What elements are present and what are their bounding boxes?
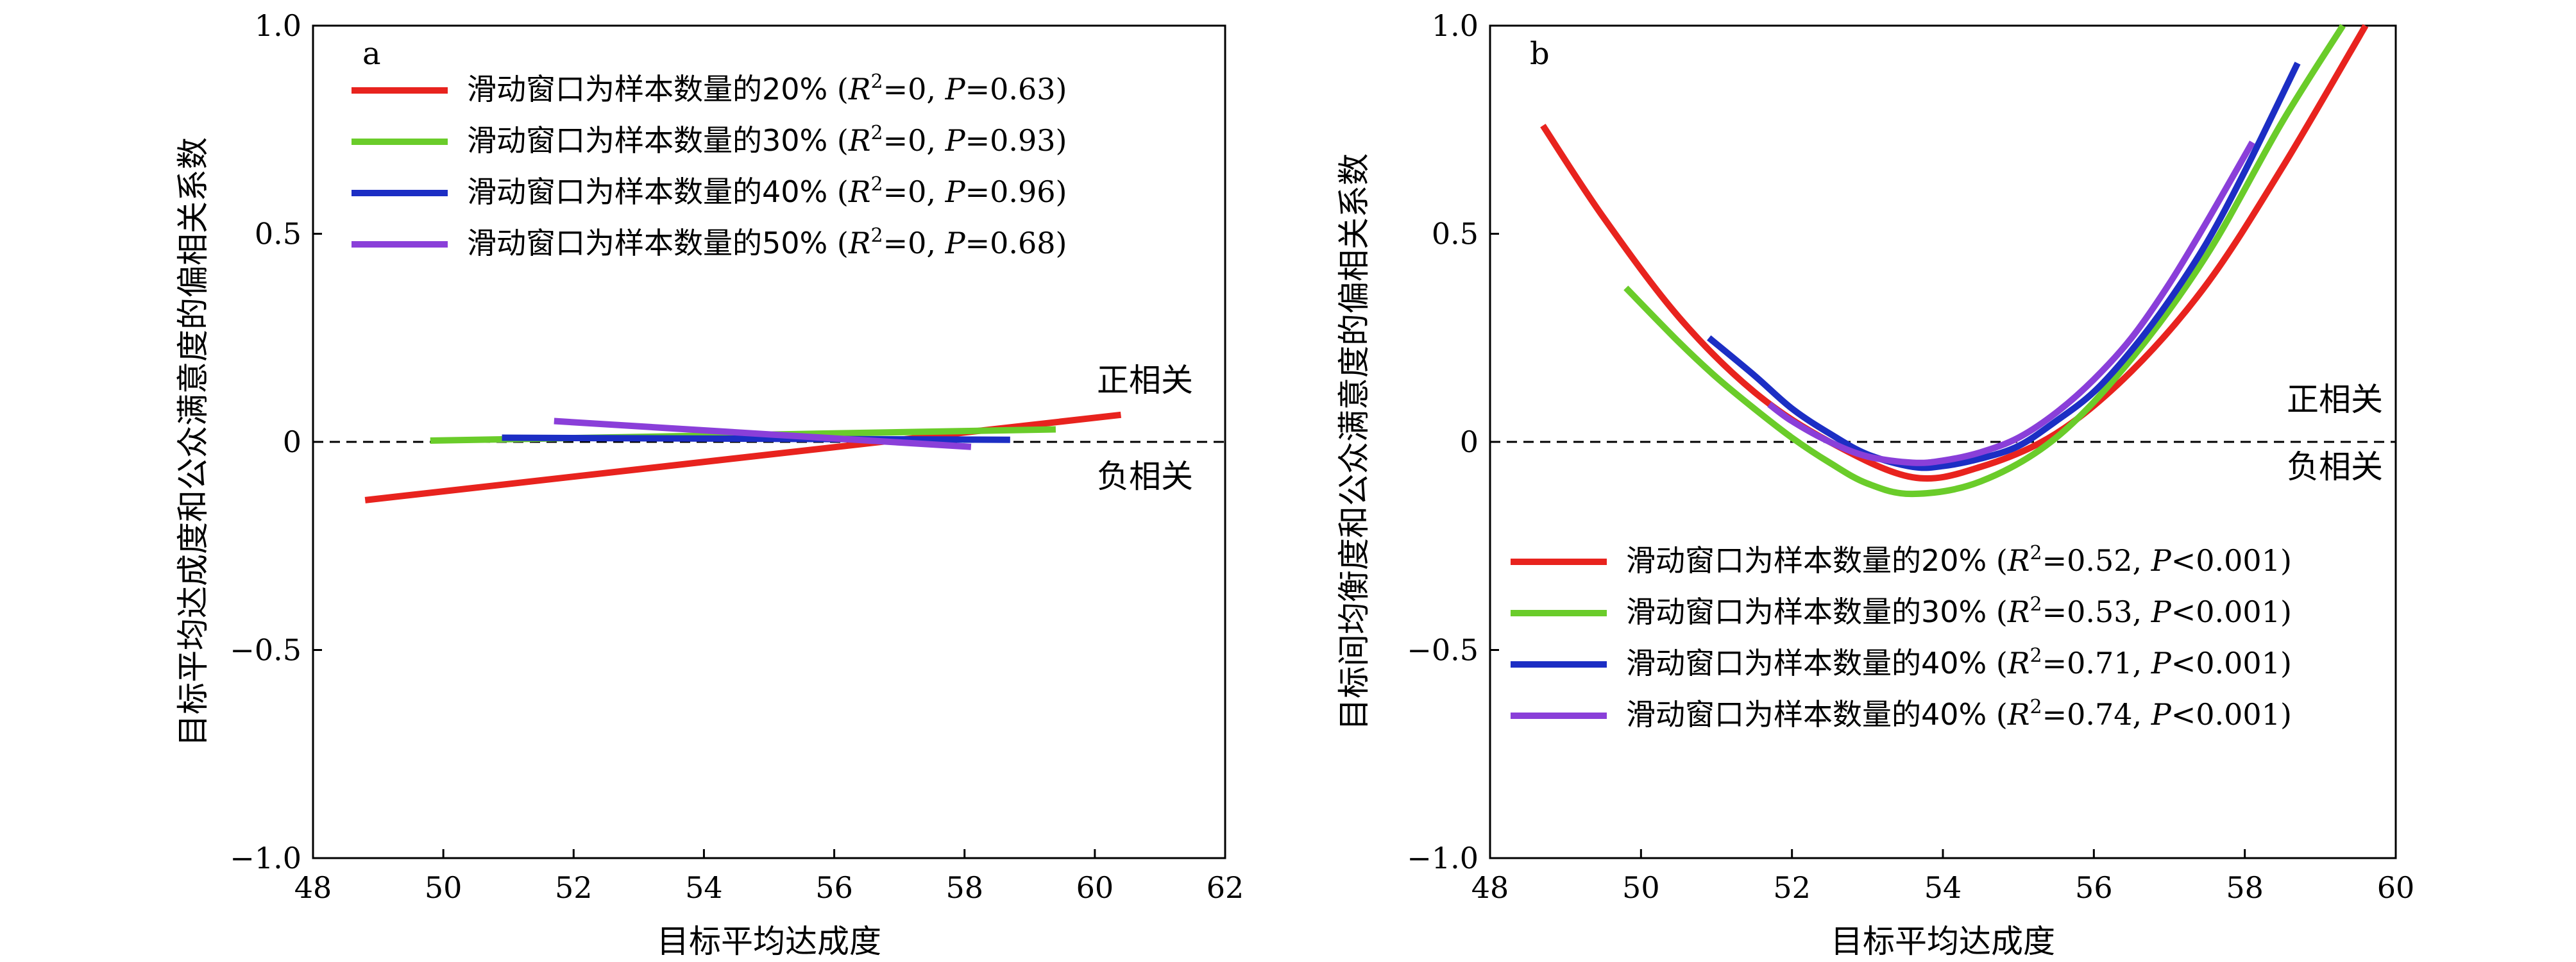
x-tick-label: 54 xyxy=(685,870,723,905)
y-tick-label: 0 xyxy=(1460,425,1479,459)
series-line xyxy=(1540,24,2369,482)
y-tick-label: −0.5 xyxy=(1407,633,1479,668)
x-tick-label: 58 xyxy=(945,870,983,905)
x-tick-label: 60 xyxy=(1076,870,1114,905)
legend-entry: 滑动窗口为样本数量的20% (R2=0, P=0.63) xyxy=(467,71,1067,106)
y-tick-label: −1.0 xyxy=(1407,841,1479,875)
series-line xyxy=(1707,62,2301,471)
y-tick-label: −0.5 xyxy=(230,633,301,668)
y-tick-label: 1.0 xyxy=(255,8,301,43)
annotation-negative: 负相关 xyxy=(2287,448,2383,485)
y-axis-title: 目标间均衡度和公众满意度的偏相关系数 xyxy=(1335,153,1373,730)
panel-label: b xyxy=(1530,36,1550,72)
annotation-negative: 负相关 xyxy=(1097,458,1193,495)
annotation-positive: 正相关 xyxy=(1097,362,1193,399)
legend: 滑动窗口为样本数量的20% (R2=0.52, P<0.001) 滑动窗口为样本数… xyxy=(1511,542,2292,732)
annotation-positive: 正相关 xyxy=(2287,381,2383,418)
y-tick-label: −1.0 xyxy=(230,841,301,875)
legend-entry: 滑动窗口为样本数量的50% (R2=0, P=0.68) xyxy=(467,224,1067,260)
series-line xyxy=(502,434,1010,443)
x-tick-label: 56 xyxy=(2075,870,2113,905)
series-line xyxy=(554,418,972,450)
x-tick-label: 62 xyxy=(1207,870,1244,905)
legend-entry: 滑动窗口为样本数量的30% (R2=0, P=0.93) xyxy=(467,122,1067,158)
x-axis-title: 目标平均达成度 xyxy=(1831,923,2055,960)
x-tick-label: 56 xyxy=(815,870,853,905)
y-tick-label: 0 xyxy=(283,425,301,459)
x-tick-label: 48 xyxy=(1471,870,1509,905)
y-axis-title: 目标平均达成度和公众满意度的偏相关系数 xyxy=(174,137,212,747)
legend: 滑动窗口为样本数量的20% (R2=0, P=0.63) 滑动窗口为样本数量的30… xyxy=(352,71,1067,260)
panel-label: a xyxy=(362,36,381,72)
series-line xyxy=(1767,140,2255,466)
chart-panel-a: 48 50 52 54 56 58 60 62 −1.0 −0.5 0 0.5 1.0 目标平均达成度 目标… xyxy=(174,8,1244,960)
legend-entry: 滑动窗口为样本数量的40% (R2=0.74, P<0.001) xyxy=(1626,696,2292,732)
x-tick-label: 60 xyxy=(2377,870,2415,905)
x-tick-label: 50 xyxy=(425,870,462,905)
legend-entry: 滑动窗口为样本数量的30% (R2=0.53, P<0.001) xyxy=(1626,593,2292,629)
x-tick-label: 50 xyxy=(1622,870,1660,905)
legend-entry: 滑动窗口为样本数量的40% (R2=0.71, P<0.001) xyxy=(1626,645,2292,680)
chart-panel-b: 48 50 52 54 56 58 60 −1.0 −0.5 0 0.5 1.0 目标平均达成度 目标间均… xyxy=(1335,8,2414,960)
x-tick-label: 48 xyxy=(294,870,332,905)
legend-entry: 滑动窗口为样本数量的40% (R2=0, P=0.96) xyxy=(467,173,1067,209)
y-tick-label: 0.5 xyxy=(1432,217,1479,251)
x-tick-label: 52 xyxy=(555,870,593,905)
legend-entry: 滑动窗口为样本数量的20% (R2=0.52, P<0.001) xyxy=(1626,542,2292,578)
x-tick-label: 54 xyxy=(1924,870,1962,905)
x-tick-label: 58 xyxy=(2226,870,2264,905)
y-tick-label: 1.0 xyxy=(1432,8,1479,43)
y-tick-label: 0.5 xyxy=(255,217,301,251)
x-tick-label: 52 xyxy=(1773,870,1811,905)
x-axis-title: 目标平均达成度 xyxy=(657,923,881,960)
series-line xyxy=(1623,24,2346,498)
